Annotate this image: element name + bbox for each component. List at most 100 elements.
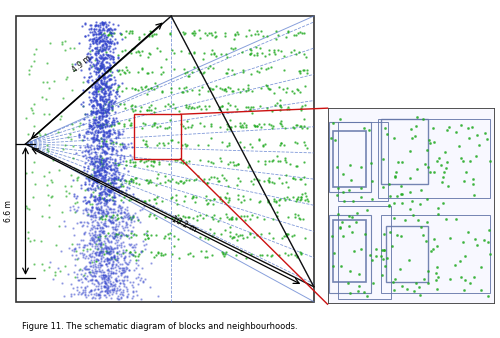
Point bbox=[98, 39, 106, 44]
Point bbox=[103, 27, 111, 32]
Point bbox=[98, 21, 106, 27]
Point bbox=[132, 275, 140, 281]
Point bbox=[107, 248, 115, 254]
Point bbox=[116, 183, 124, 188]
Point bbox=[80, 287, 88, 293]
Point bbox=[95, 208, 103, 213]
Point bbox=[90, 195, 98, 200]
Point bbox=[99, 140, 107, 145]
Point bbox=[105, 132, 113, 138]
Point bbox=[108, 201, 116, 207]
Point bbox=[130, 267, 138, 272]
Point bbox=[96, 225, 104, 231]
Point bbox=[82, 200, 90, 206]
Point bbox=[100, 280, 108, 285]
Point bbox=[260, 121, 268, 127]
Point bbox=[126, 28, 134, 34]
Point bbox=[90, 258, 98, 263]
Point bbox=[116, 189, 124, 195]
Point bbox=[112, 226, 120, 232]
Point bbox=[124, 197, 132, 202]
Point bbox=[90, 26, 98, 32]
Point bbox=[234, 162, 241, 167]
Point bbox=[297, 105, 305, 111]
Point bbox=[88, 191, 96, 196]
Point bbox=[115, 230, 123, 235]
Point bbox=[258, 85, 266, 91]
Point bbox=[120, 240, 128, 245]
Point bbox=[116, 234, 124, 239]
Point bbox=[92, 263, 100, 268]
Point bbox=[86, 62, 94, 67]
Point bbox=[168, 251, 176, 257]
Point bbox=[142, 142, 150, 147]
Point bbox=[102, 249, 110, 255]
Point bbox=[98, 63, 106, 68]
Point bbox=[94, 287, 102, 292]
Point bbox=[112, 115, 120, 121]
Point bbox=[206, 197, 214, 203]
Point bbox=[100, 117, 108, 123]
Point bbox=[102, 163, 110, 168]
Point bbox=[104, 182, 112, 187]
Point bbox=[92, 127, 100, 133]
Point bbox=[103, 83, 111, 89]
Point bbox=[109, 283, 117, 288]
Point bbox=[98, 165, 106, 170]
Point bbox=[94, 165, 102, 170]
Point bbox=[86, 144, 94, 150]
Point bbox=[92, 177, 100, 182]
Point bbox=[106, 163, 114, 168]
Point bbox=[100, 148, 108, 154]
Point bbox=[172, 215, 180, 220]
Point bbox=[108, 131, 116, 137]
Bar bbox=[378, 119, 490, 198]
Point bbox=[90, 213, 98, 218]
Point bbox=[87, 226, 95, 231]
Point bbox=[270, 91, 278, 96]
Point bbox=[96, 219, 104, 224]
Point bbox=[92, 20, 100, 25]
Point bbox=[466, 158, 473, 164]
Point bbox=[142, 141, 150, 147]
Point bbox=[140, 232, 148, 237]
Point bbox=[84, 145, 92, 150]
Point bbox=[86, 173, 94, 178]
Point bbox=[104, 189, 112, 194]
Point bbox=[90, 131, 98, 137]
Point bbox=[88, 201, 96, 207]
Point bbox=[114, 94, 122, 99]
Point bbox=[98, 109, 106, 114]
Point bbox=[96, 101, 104, 107]
Point bbox=[104, 45, 112, 51]
Point bbox=[113, 87, 121, 92]
Point bbox=[101, 176, 109, 182]
Point bbox=[98, 255, 106, 261]
Point bbox=[118, 219, 126, 224]
Point bbox=[94, 262, 102, 267]
Point bbox=[232, 163, 239, 168]
Point bbox=[96, 122, 104, 128]
Point bbox=[365, 128, 373, 133]
Point bbox=[102, 59, 110, 65]
Point bbox=[92, 86, 100, 91]
Point bbox=[234, 233, 242, 239]
Point bbox=[203, 201, 211, 207]
Point bbox=[216, 216, 224, 221]
Point bbox=[95, 206, 103, 212]
Point bbox=[105, 72, 113, 78]
Point bbox=[92, 222, 100, 228]
Point bbox=[90, 169, 98, 174]
Point bbox=[97, 239, 105, 244]
Point bbox=[111, 281, 119, 286]
Point bbox=[104, 85, 112, 90]
Point bbox=[95, 67, 103, 73]
Point bbox=[107, 190, 115, 195]
Point bbox=[86, 29, 94, 34]
Point bbox=[93, 225, 101, 230]
Point bbox=[106, 196, 114, 202]
Point bbox=[433, 265, 441, 270]
Point bbox=[92, 256, 100, 261]
Point bbox=[228, 214, 236, 219]
Point bbox=[106, 256, 114, 262]
